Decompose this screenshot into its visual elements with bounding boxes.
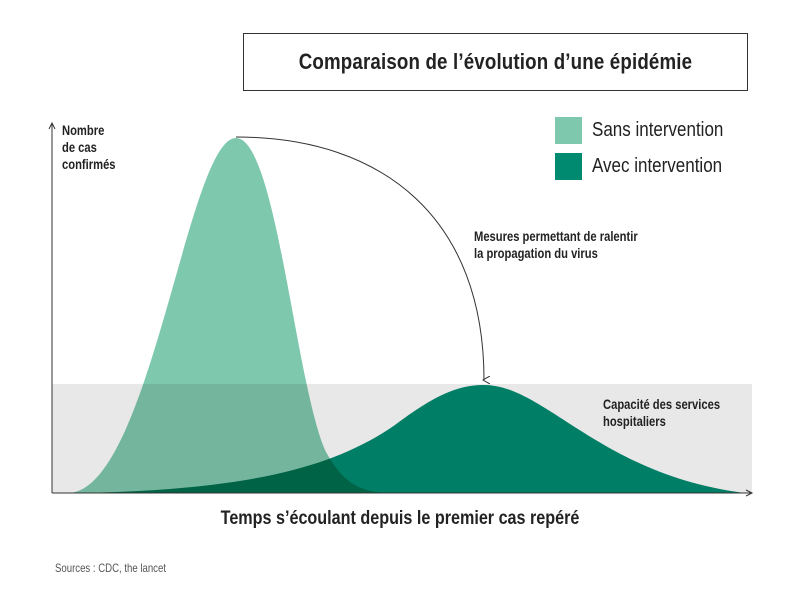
x-axis-label: Temps s’écoulant depuis le premier cas r… — [0, 508, 800, 530]
annotation-line: la propagation du virus — [474, 245, 598, 261]
capacity-label: Capacité des services hospitaliers — [603, 396, 720, 430]
x-axis-label-text: Temps s’écoulant depuis le premier cas r… — [220, 508, 580, 529]
source-note: Sources : CDC, the lancet — [55, 561, 166, 575]
legend-swatch — [555, 117, 582, 144]
curve-avec-intervention — [80, 385, 745, 493]
legend-item-sans-intervention: Sans intervention — [555, 117, 747, 144]
y-label-line: de cas — [62, 139, 97, 155]
x-axis-arrow-icon — [745, 489, 754, 497]
legend-swatch — [555, 153, 582, 180]
intervention-annotation: Mesures permettant de ralentir la propag… — [474, 228, 638, 262]
curve-sans-intervention — [68, 138, 395, 493]
title-box: Comparaison de l’évolution d’une épidémi… — [243, 33, 748, 91]
capacity-label-line: Capacité des services — [603, 396, 721, 412]
y-axis-arrow-icon — [48, 121, 56, 130]
diagram-title: Comparaison de l’évolution d’une épidémi… — [298, 49, 693, 74]
legend-label: Sans intervention — [592, 119, 724, 141]
y-label-line: confirmés — [62, 156, 116, 172]
legend-label: Avec intervention — [592, 155, 723, 177]
intervention-arrow — [235, 136, 484, 380]
y-axis-label: Nombre de cas confirmés — [62, 122, 158, 173]
capacity-label-line: hospitaliers — [603, 413, 666, 429]
legend-item-avec-intervention: Avec intervention — [555, 153, 745, 180]
annotation-line: Mesures permettant de ralentir — [474, 228, 638, 244]
y-label-line: Nombre — [62, 122, 105, 138]
